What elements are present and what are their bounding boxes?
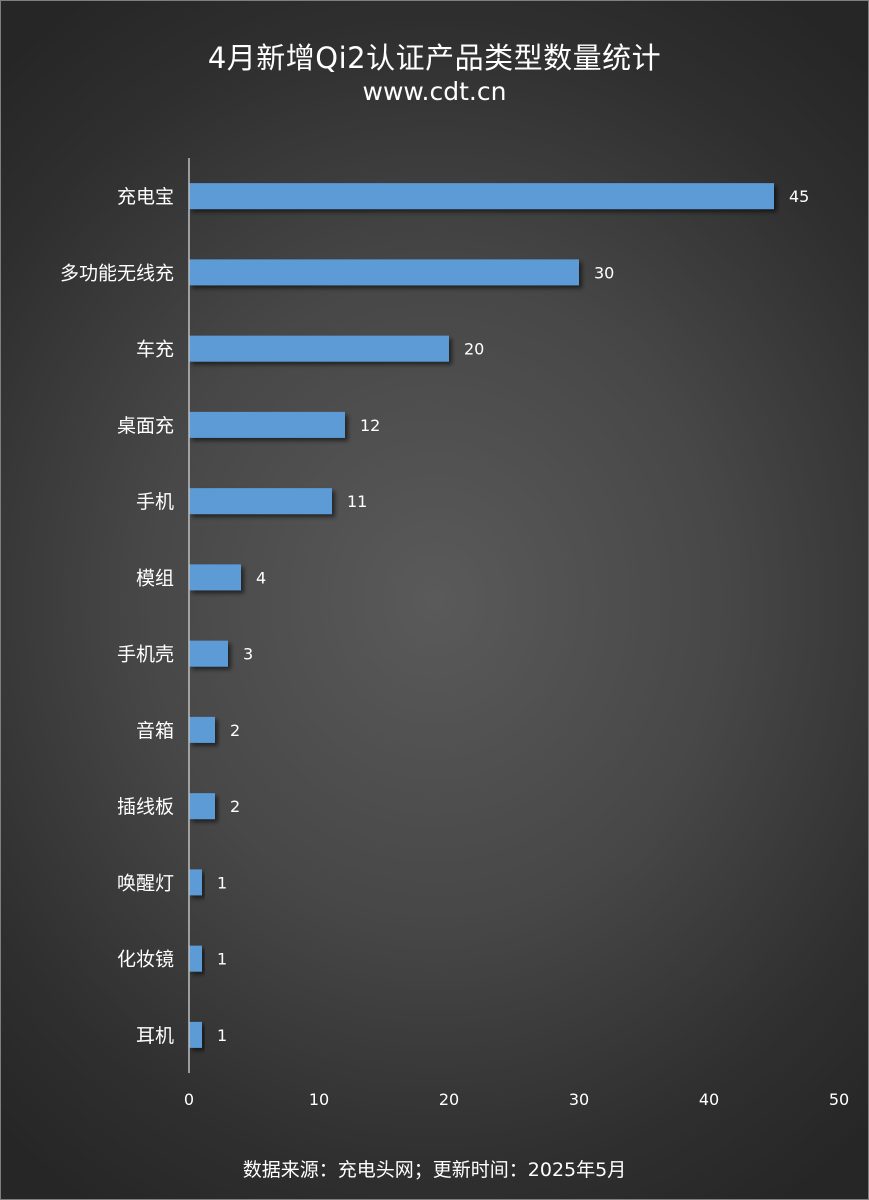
chart-subtitle: www.cdt.cn	[362, 77, 507, 106]
bar-7	[189, 640, 228, 667]
category-label-9: 插线板	[117, 796, 174, 818]
value-label-9: 2	[230, 797, 240, 816]
category-label-12: 耳机	[136, 1025, 174, 1047]
category-label-6: 模组	[136, 567, 174, 589]
value-label-10: 1	[217, 873, 227, 892]
x-tick-label-50: 50	[829, 1090, 849, 1109]
bar-6	[189, 564, 241, 591]
category-label-4: 桌面充	[117, 415, 174, 437]
value-label-8: 2	[230, 721, 240, 740]
x-tick-label-20: 20	[439, 1090, 459, 1109]
value-label-7: 3	[243, 645, 253, 664]
category-label-3: 车充	[136, 339, 174, 361]
chart-source-note: 数据来源：充电头网；更新时间：2025年5月	[242, 1159, 627, 1181]
x-tick-label-0: 0	[184, 1090, 194, 1109]
bar-4	[189, 411, 345, 438]
bar-9	[189, 793, 215, 820]
category-label-8: 音箱	[136, 720, 174, 742]
bar-1	[189, 183, 774, 210]
chart-title: 4月新增Qi2认证产品类型数量统计	[207, 41, 662, 75]
bar-5	[189, 488, 332, 515]
value-label-3: 20	[464, 340, 484, 359]
bar-2	[189, 259, 579, 286]
category-label-10: 唤醒灯	[117, 872, 174, 894]
category-label-2: 多功能无线充	[60, 262, 174, 284]
bar-3	[189, 335, 449, 362]
value-label-11: 1	[217, 950, 227, 969]
bar-10	[189, 869, 202, 896]
x-tick-label-40: 40	[699, 1090, 719, 1109]
value-label-12: 1	[217, 1026, 227, 1045]
value-label-2: 30	[594, 263, 614, 282]
bar-11	[189, 945, 202, 972]
category-label-11: 化妆镜	[117, 949, 174, 971]
value-label-4: 12	[360, 416, 380, 435]
value-label-1: 45	[789, 187, 809, 206]
category-label-5: 手机	[136, 491, 174, 513]
bar-12	[189, 1021, 202, 1048]
x-tick-label-10: 10	[309, 1090, 329, 1109]
value-label-5: 11	[347, 492, 367, 511]
x-tick-label-30: 30	[569, 1090, 589, 1109]
value-label-6: 4	[256, 568, 266, 587]
category-label-7: 手机壳	[117, 644, 174, 666]
bar-8	[189, 716, 215, 743]
category-label-1: 充电宝	[117, 186, 174, 208]
